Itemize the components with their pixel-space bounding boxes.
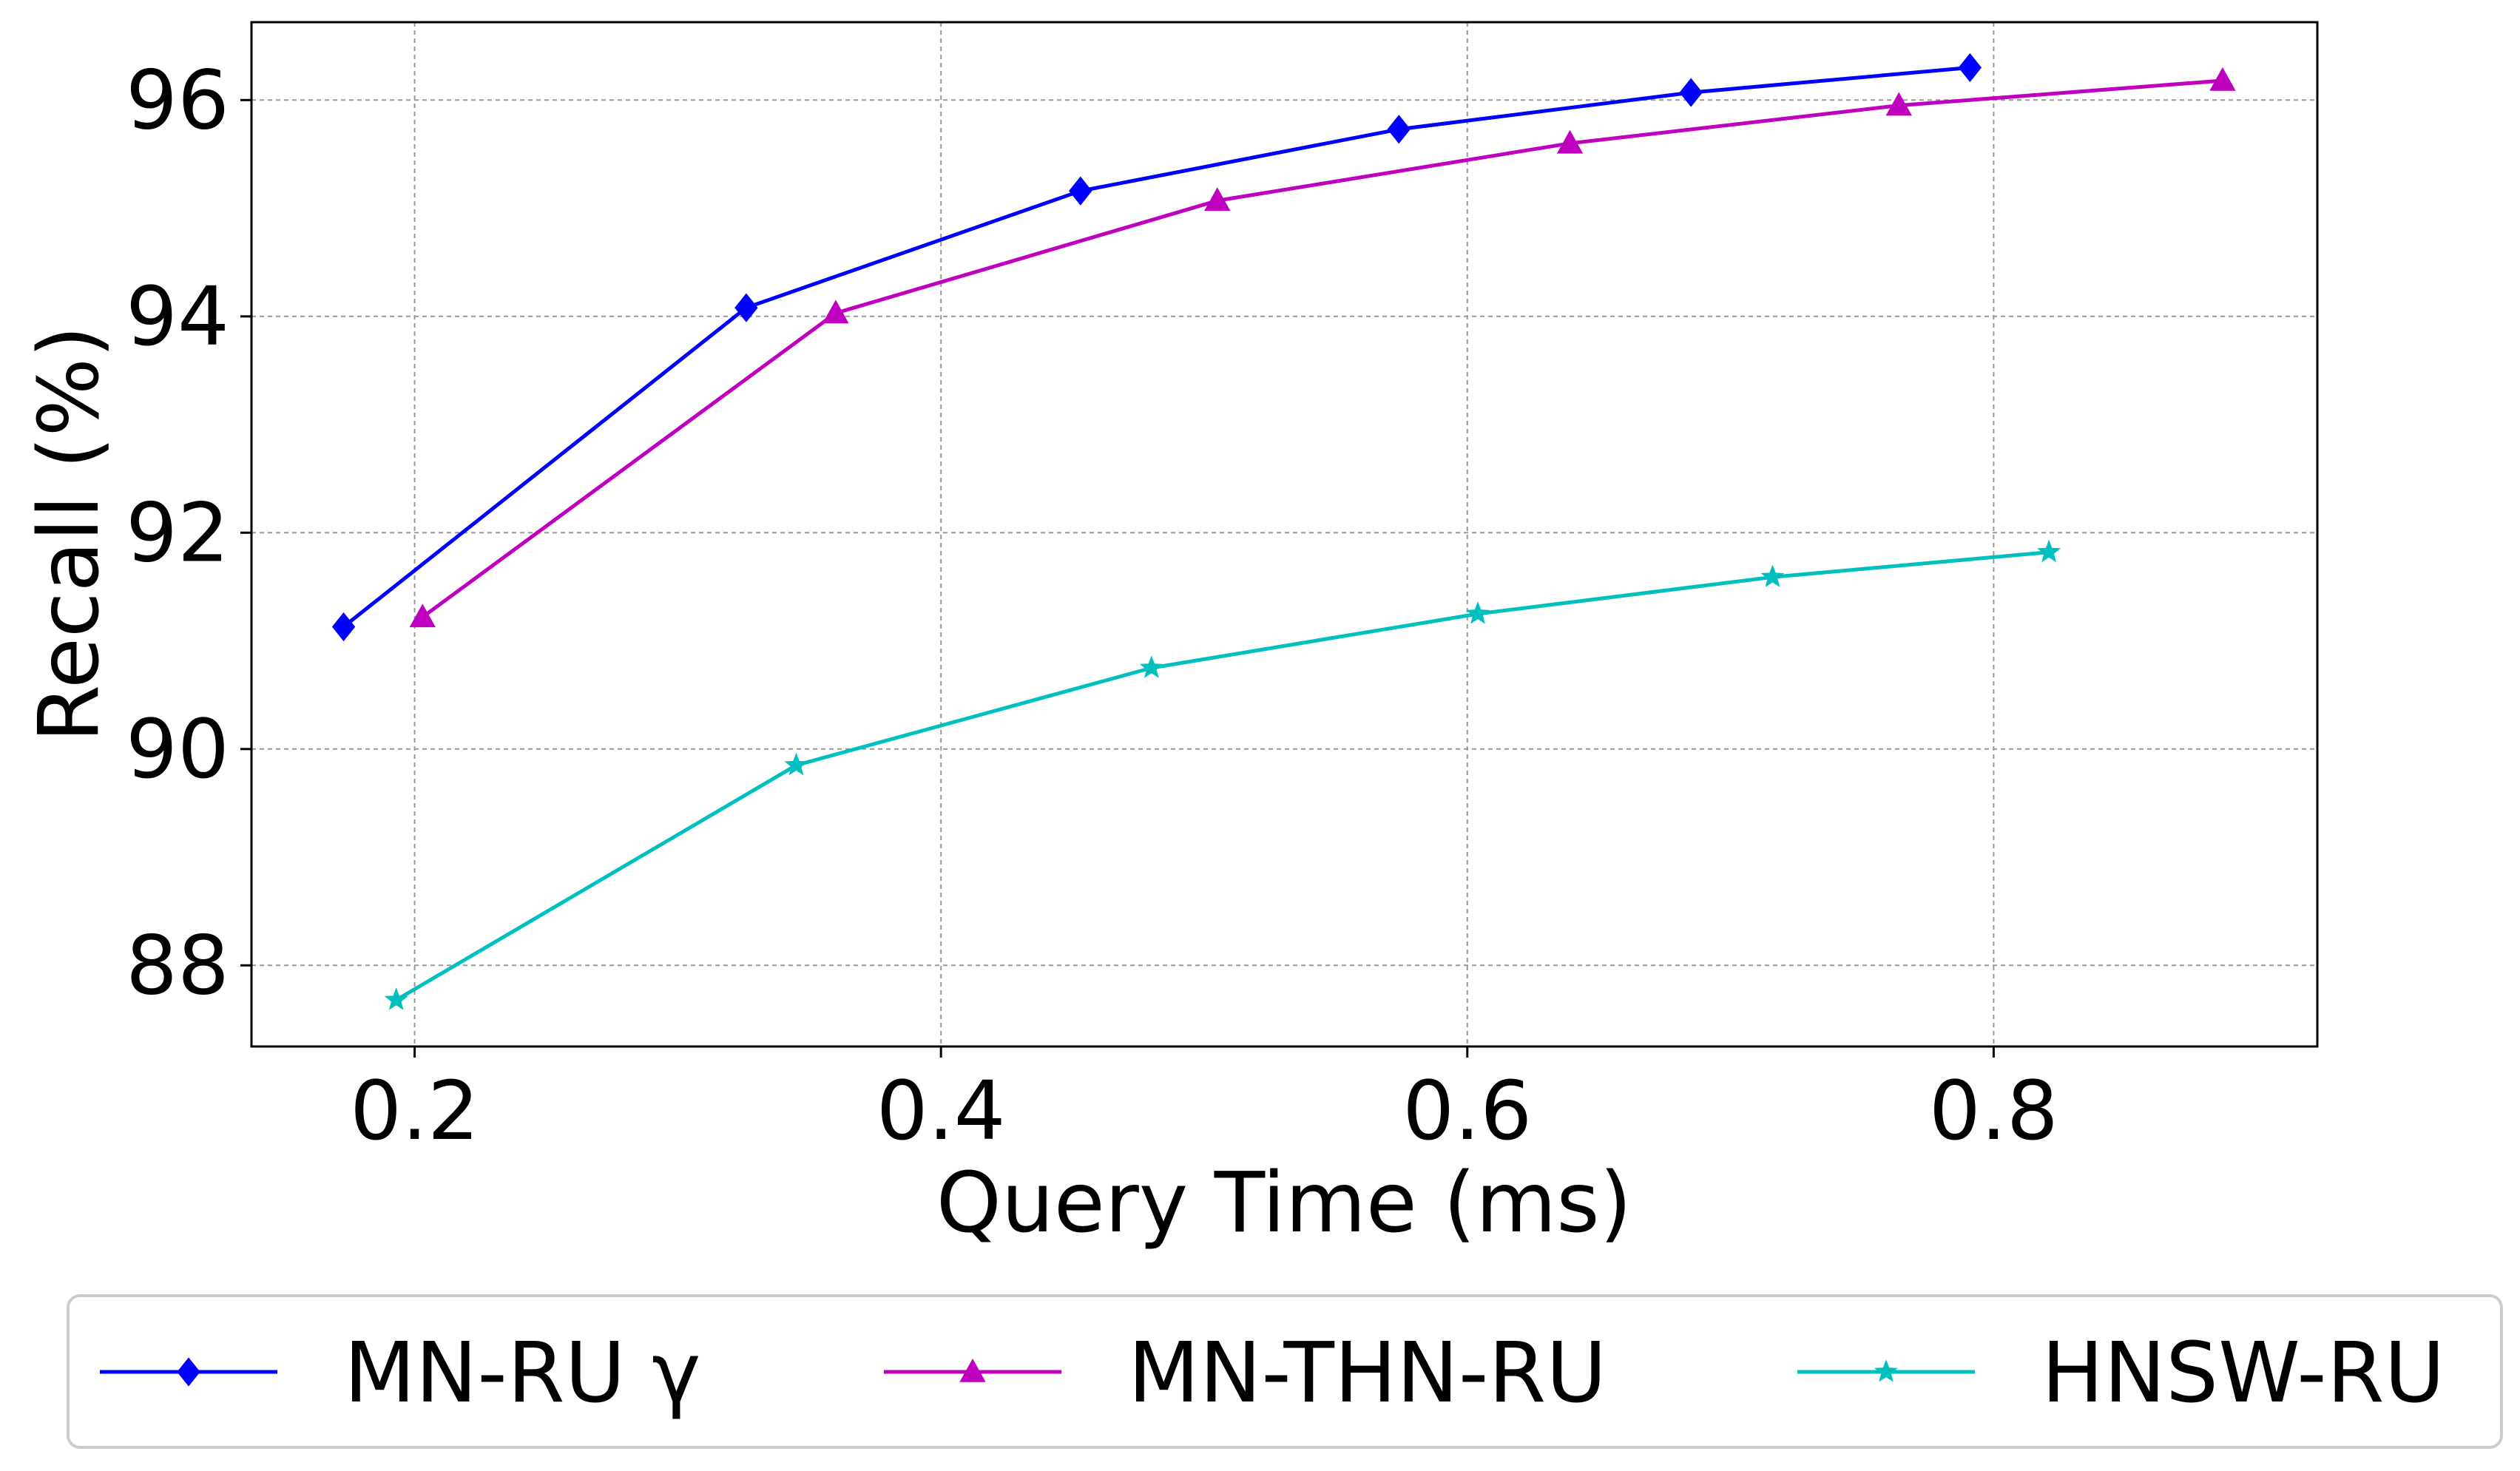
data-point (1069, 176, 1092, 206)
x-tick-label: 0.4 (876, 1063, 1006, 1158)
y-tick-label: 92 (126, 485, 229, 580)
plot-area-frame (250, 21, 2319, 1048)
y-tick-label: 88 (126, 918, 229, 1012)
series-line (342, 65, 1970, 629)
y-tick-label: 90 (126, 702, 229, 797)
series-line (395, 550, 2050, 1002)
x-tick-label: 0.2 (350, 1063, 479, 1158)
data-point (2037, 539, 2061, 563)
data-point (1466, 601, 1490, 624)
legend-frame (67, 1294, 2503, 1449)
legend-marker (1874, 1359, 1898, 1382)
y-axis-title: Recall (%) (21, 325, 118, 743)
series-layer (331, 53, 2236, 1010)
x-tick-label: 0.8 (1929, 1063, 2058, 1158)
legend-entry: HNSW-RU (1797, 1325, 2445, 1421)
data-point (1885, 92, 1912, 116)
data-point (1760, 564, 1785, 587)
legend-label: HNSW-RU (2041, 1325, 2445, 1421)
y-tick-label: 94 (126, 269, 229, 364)
series-line (421, 78, 2223, 619)
series-2 (409, 67, 2236, 628)
data-point (1958, 53, 1982, 83)
data-point (384, 987, 408, 1010)
data-point (1387, 115, 1411, 144)
legend-marker (959, 1358, 986, 1382)
x-axis-title: Query Time (ms) (936, 1155, 1632, 1251)
data-point (1556, 129, 1584, 154)
data-point (409, 603, 436, 628)
x-tick-label: 0.6 (1402, 1063, 1532, 1158)
data-point (1679, 78, 1703, 107)
axis-ticks: 0.2 0.4 0.6 0.8 88 90 92 94 96 (126, 53, 2058, 1158)
data-point (734, 293, 758, 322)
grid-lines (251, 22, 2317, 1046)
legend-label: MN-RU γ (344, 1325, 701, 1421)
data-point (2209, 67, 2236, 91)
legend-label: MN-THN-RU (1128, 1325, 1607, 1421)
data-point (784, 752, 808, 776)
legend-marker (177, 1357, 200, 1387)
data-point (822, 300, 849, 324)
legend-entry: MN-RU γ (100, 1325, 701, 1421)
series-1 (331, 53, 1982, 642)
legend-items: MN-RU γ MN-THN-RU HNSW-RU (100, 1325, 2445, 1421)
series-3 (384, 539, 2061, 1010)
data-point (1204, 187, 1231, 212)
data-point (1139, 655, 1163, 678)
data-point (331, 612, 356, 642)
legend-entry: MN-THN-RU (884, 1325, 1607, 1421)
legend: MN-RU γ MN-THN-RU HNSW-RU (67, 1294, 2503, 1449)
y-tick-label: 96 (126, 53, 229, 147)
